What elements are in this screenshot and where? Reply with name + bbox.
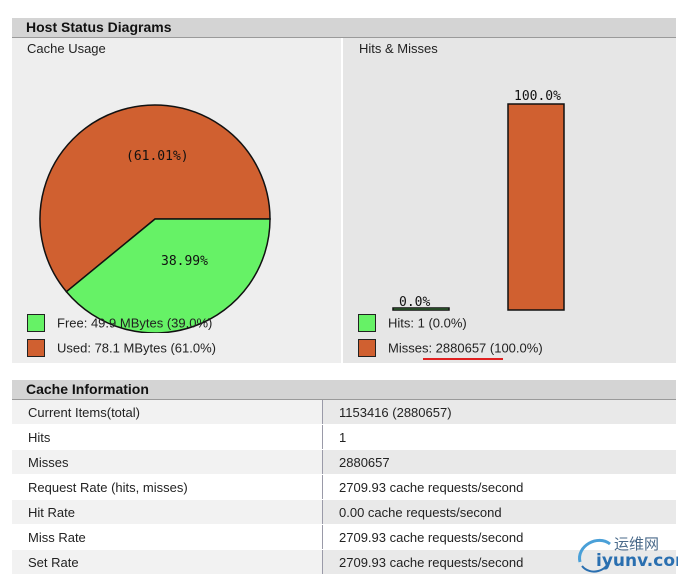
legend-free: Free: 49.9 MBytes (39.0%) (27, 314, 212, 332)
legend-free-text: Free: 49.9 MBytes (39.0%) (57, 315, 213, 331)
host-status-title: Host Status Diagrams (12, 18, 676, 38)
host-status-panel: Host Status Diagrams Cache Usage (61.01%… (12, 18, 676, 364)
cache-info-panel: Cache Information Current Items(total) 11… (12, 380, 676, 579)
cache-usage-section: Cache Usage (61.01%) 38.99% Free: 49.9 M… (12, 38, 341, 363)
info-value: 2709.93 cache requests/second (322, 474, 676, 500)
legend-free-swatch (27, 314, 45, 332)
bar-misses (507, 103, 565, 311)
pie-label-free: 38.99% (161, 254, 208, 269)
pie-slice-used (39, 104, 271, 293)
table-row: Miss Rate 2709.93 cache requests/second (12, 524, 676, 550)
watermark-swirl-icon (578, 538, 611, 573)
cache-usage-title: Cache Usage (27, 41, 106, 56)
bar-label-misses: 100.0% (514, 89, 561, 104)
legend-hits: Hits: 1 (0.0%) (358, 314, 467, 332)
legend-used-text: Used: 78.1 MBytes (61.0%) (57, 340, 216, 356)
table-row: Hits 1 (12, 424, 676, 450)
legend-used-swatch (27, 339, 45, 357)
legend-hits-text: Hits: 1 (0.0%) (388, 315, 467, 331)
table-row: Hit Rate 0.00 cache requests/second (12, 499, 676, 525)
cache-usage-pie-chart: (61.01%) 38.99% (39, 104, 271, 333)
info-key: Hit Rate (12, 499, 323, 525)
table-row: Misses 2880657 (12, 449, 676, 475)
info-value: 2709.93 cache requests/second (322, 524, 676, 550)
hits-misses-section: Hits & Misses 0.0% 100.0% Hits: 1 (0.0%)… (343, 38, 676, 363)
info-value: 2880657 (322, 449, 676, 475)
hits-misses-title: Hits & Misses (359, 41, 438, 56)
legend-hits-swatch (358, 314, 376, 332)
legend-misses-text: Misses: 2880657 (100.0%) (388, 340, 543, 356)
info-key: Misses (12, 449, 323, 475)
info-key: Set Rate (12, 549, 323, 575)
info-key: Hits (12, 424, 323, 450)
watermark-text-cn: 运维网 (614, 535, 660, 553)
watermark-logo: 运维网 iyunv.com (574, 530, 678, 579)
bar-hits (392, 307, 450, 311)
info-value: 1 (322, 424, 676, 450)
info-key: Request Rate (hits, misses) (12, 474, 323, 500)
info-value: 2709.93 cache requests/second (322, 549, 676, 575)
info-key: Current Items(total) (12, 400, 323, 425)
pie-label-used: (61.01%) (126, 149, 189, 164)
info-value: 0.00 cache requests/second (322, 499, 676, 525)
cache-info-title: Cache Information (12, 380, 676, 400)
pie-slice-free (65, 218, 271, 333)
table-row: Set Rate 2709.93 cache requests/second (12, 549, 676, 575)
info-key: Miss Rate (12, 524, 323, 550)
info-value: 1153416 (2880657) (322, 400, 676, 425)
watermark-text-domain: iyunv.com (596, 551, 678, 571)
red-underline-annotation (423, 358, 503, 360)
legend-misses: Misses: 2880657 (100.0%) (358, 339, 543, 357)
cache-info-table: Current Items(total) 1153416 (2880657) Hit… (12, 400, 676, 575)
bar-label-hits: 0.0% (399, 295, 430, 310)
legend-misses-swatch (358, 339, 376, 357)
table-row: Current Items(total) 1153416 (2880657) (12, 400, 676, 425)
hits-misses-bar-chart: 0.0% 100.0% (392, 89, 565, 311)
legend-used: Used: 78.1 MBytes (61.0%) (27, 339, 216, 357)
table-row: Request Rate (hits, misses) 2709.93 cache… (12, 474, 676, 500)
